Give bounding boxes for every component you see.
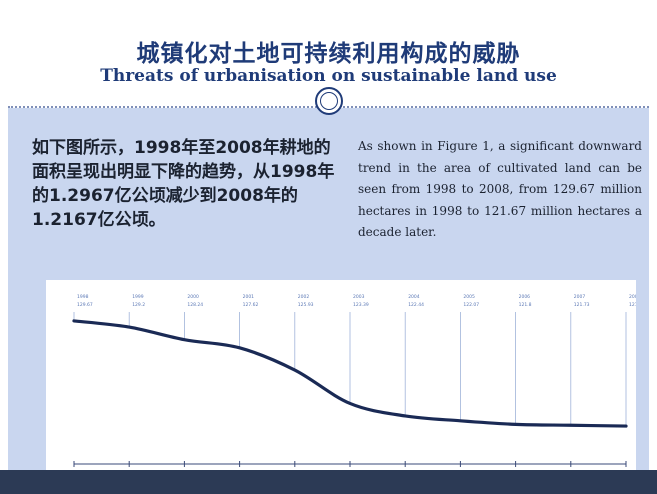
year-label: 2008 xyxy=(629,294,636,300)
university-seal-icon xyxy=(315,87,343,115)
year-label: 2003 xyxy=(353,294,365,300)
chart-area: 1998 129.67 1999 129.2 2000 128.24 2001 127.62 2… xyxy=(46,280,645,470)
year-label: 2005 xyxy=(463,294,475,300)
value-label: 123.39 xyxy=(353,302,369,308)
series-line xyxy=(72,319,628,428)
value-label: 121.67 xyxy=(629,302,636,308)
value-label: 125.93 xyxy=(298,302,314,308)
year-label: 2004 xyxy=(408,294,420,300)
title-english: Threats of urbanisation on sustainable l… xyxy=(100,66,557,86)
line-chart: 1998 129.67 1999 129.2 2000 128.24 2001 127.62 2… xyxy=(72,294,645,467)
value-label: 122.07 xyxy=(463,302,479,308)
year-label: 2002 xyxy=(298,294,310,300)
value-label: 129.2 xyxy=(132,302,145,308)
value-label: 128.24 xyxy=(187,302,203,308)
title-chinese: 城镇化对土地可持续利用构成的威胁 xyxy=(136,41,521,67)
year-label: 2000 xyxy=(187,294,199,300)
year-label: 1999 xyxy=(132,294,144,300)
year-label: 2007 xyxy=(574,294,586,300)
paragraph-chinese: 如下图所示，1998年至2008年耕地的面积呈现出明显下降的趋势，从1998年的… xyxy=(32,138,335,230)
value-label: 129.67 xyxy=(77,302,93,308)
value-label: 121.73 xyxy=(574,302,590,308)
value-label: 127.62 xyxy=(243,302,259,308)
paragraph-english: As shown in Figure 1, a significant down… xyxy=(358,139,642,239)
slide-header: 城镇化对土地可持续利用构成的威胁 Threats of urbanisation… xyxy=(8,4,649,108)
seal-inner-ring xyxy=(320,92,338,110)
year-label: 2006 xyxy=(519,294,531,300)
value-label: 121.8 xyxy=(519,302,532,308)
year-label: 2001 xyxy=(243,294,255,300)
footer-bar xyxy=(0,470,657,494)
year-label: 1998 xyxy=(77,294,89,300)
value-label: 122.44 xyxy=(408,302,424,308)
